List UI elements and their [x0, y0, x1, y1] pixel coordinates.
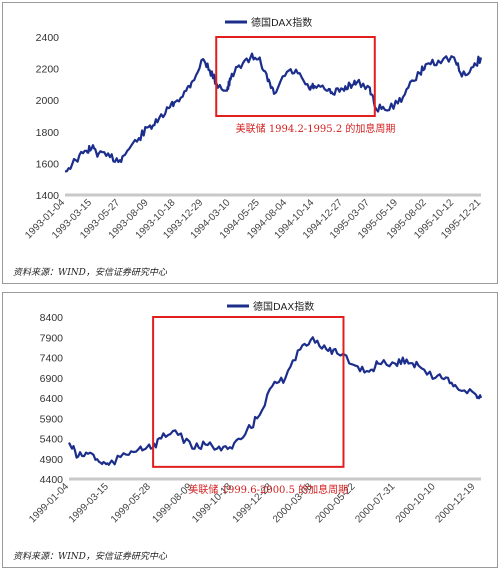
rate-hike-annotation: 美联储 1994.2-1995.2 的加息周期: [236, 122, 396, 135]
legend-label: 德国DAX指数: [251, 16, 312, 29]
y-tick-label: 2200: [36, 64, 60, 76]
y-tick-label: 4400: [40, 474, 64, 486]
y-tick-label: 6900: [40, 373, 64, 385]
y-tick-label: 4900: [40, 454, 64, 466]
x-tick-label: 2000-10-10: [394, 481, 438, 525]
series-line: [65, 52, 483, 173]
y-tick-label: 5400: [40, 434, 64, 446]
series-line: [68, 336, 483, 466]
source-note: 资料来源：WIND，安信证券研究中心: [13, 552, 167, 562]
y-tick-label: 7900: [40, 332, 64, 344]
y-tick-label: 2400: [36, 32, 60, 44]
rate-hike-annotation: 美联储 1999.6-2000.5 的加息周期: [188, 483, 348, 496]
x-tick-label: 1999-03-15: [67, 481, 111, 525]
rate-hike-highlight-box: [152, 316, 345, 468]
y-tick-label: 8400: [40, 312, 64, 324]
y-tick-label: 5900: [40, 413, 64, 425]
dax-chart-1999: 8400790074006900640059005400490044001999…: [27, 300, 483, 525]
x-tick-label: 1999-05-28: [109, 481, 153, 525]
y-tick-label: 1600: [36, 158, 60, 170]
x-tick-label: 2000-12-19: [433, 481, 477, 525]
y-tick-label: 7400: [40, 353, 64, 365]
legend-label: 德国DAX指数: [253, 300, 314, 313]
chart-panel-1994: 2400 2200 2000 1800 1600 1400 1993-01-04 1993-0…: [2, 2, 498, 284]
x-tick-label: 1999-01-04: [27, 481, 71, 525]
x-tick-label: 2000-07-31: [353, 481, 397, 525]
chart-panel-1999: 8400 7900 7400 6900 6400 5900 5400 4900 4400 1999…: [2, 292, 498, 568]
y-tick-label: 2000: [36, 95, 60, 107]
y-tick-label: 1800: [36, 127, 60, 139]
y-tick-label: 1400: [36, 190, 60, 202]
y-tick-label: 6400: [40, 393, 64, 405]
source-note: 资料来源：WIND，安信证券研究中心: [13, 268, 167, 278]
rate-hike-highlight-box: [215, 36, 376, 117]
dax-chart-1994: 2400220020001800160014001993-01-041993-0…: [23, 16, 483, 241]
